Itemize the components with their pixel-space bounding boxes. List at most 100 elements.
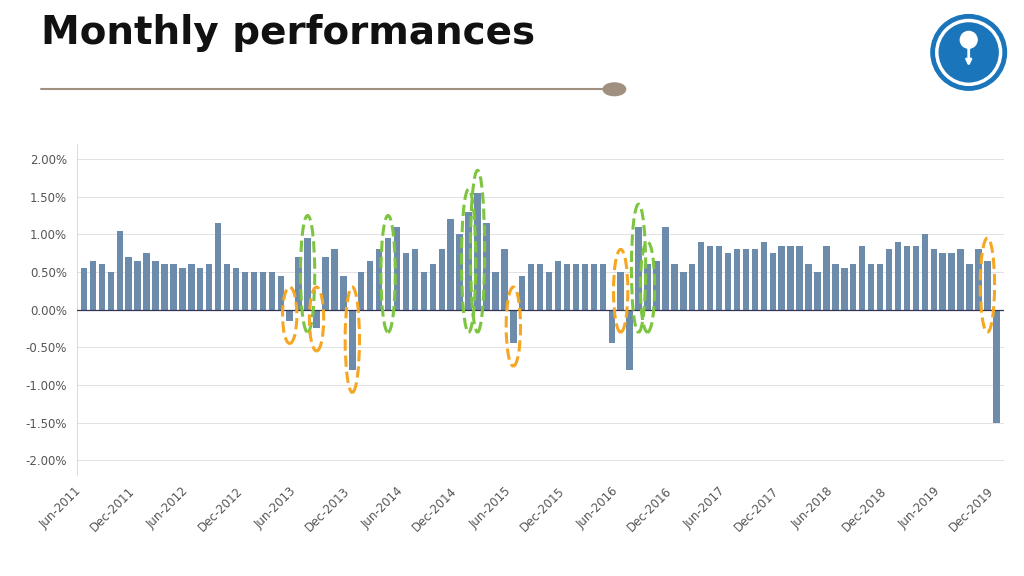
Bar	[984, 261, 990, 310]
Bar	[188, 264, 195, 310]
Bar	[251, 272, 257, 310]
Bar	[725, 253, 731, 310]
Bar	[537, 264, 544, 310]
Bar	[367, 261, 374, 310]
Bar	[126, 257, 132, 310]
Bar	[752, 249, 758, 310]
Bar	[653, 261, 659, 310]
Bar	[376, 249, 382, 310]
Bar	[778, 245, 785, 310]
Bar	[474, 193, 480, 310]
Bar	[608, 310, 615, 343]
Bar	[582, 264, 588, 310]
Bar	[206, 264, 212, 310]
Bar	[572, 264, 580, 310]
Bar	[349, 310, 355, 370]
Bar	[805, 264, 812, 310]
Bar	[564, 264, 570, 310]
Bar	[877, 264, 884, 310]
Bar	[331, 249, 338, 310]
Bar	[483, 223, 489, 310]
Bar	[295, 257, 302, 310]
Bar	[134, 261, 141, 310]
Bar	[510, 310, 516, 343]
Bar	[421, 272, 427, 310]
Bar	[465, 212, 472, 310]
Bar	[242, 272, 248, 310]
Bar	[769, 253, 776, 310]
Bar	[278, 276, 284, 310]
Bar	[287, 310, 293, 321]
Bar	[98, 264, 105, 310]
Bar	[170, 264, 176, 310]
Circle shape	[961, 32, 977, 48]
Circle shape	[603, 83, 626, 96]
Bar	[671, 264, 678, 310]
Bar	[260, 272, 266, 310]
Bar	[81, 268, 87, 310]
Bar	[698, 242, 705, 310]
Bar	[412, 249, 418, 310]
Bar	[833, 264, 839, 310]
Bar	[224, 264, 230, 310]
Bar	[814, 272, 820, 310]
Bar	[546, 272, 552, 310]
Bar	[716, 245, 722, 310]
Bar	[912, 245, 920, 310]
Bar	[197, 268, 204, 310]
Bar	[904, 245, 910, 310]
Bar	[232, 268, 240, 310]
Bar	[304, 238, 311, 310]
Bar	[161, 264, 168, 310]
Bar	[939, 253, 946, 310]
Bar	[734, 249, 740, 310]
Bar	[967, 264, 973, 310]
Bar	[859, 245, 865, 310]
Bar	[957, 249, 964, 310]
Bar	[823, 245, 829, 310]
Bar	[313, 310, 319, 328]
Bar	[895, 242, 901, 310]
Bar	[493, 272, 499, 310]
Bar	[931, 249, 937, 310]
Bar	[850, 264, 856, 310]
Bar	[457, 234, 463, 310]
Bar	[143, 253, 150, 310]
Bar	[519, 276, 525, 310]
Bar	[886, 249, 892, 310]
Bar	[528, 264, 535, 310]
Bar	[689, 264, 695, 310]
Bar	[644, 264, 650, 310]
Bar	[922, 234, 928, 310]
Bar	[680, 272, 686, 310]
Bar	[841, 268, 848, 310]
Bar	[617, 272, 624, 310]
FancyArrowPatch shape	[967, 37, 971, 63]
Bar	[385, 238, 391, 310]
Bar	[179, 268, 185, 310]
Bar	[268, 272, 275, 310]
Bar	[993, 310, 999, 423]
Bar	[153, 261, 159, 310]
Bar	[742, 249, 750, 310]
Bar	[323, 257, 329, 310]
Bar	[975, 249, 982, 310]
Bar	[868, 264, 874, 310]
Bar	[358, 272, 365, 310]
Bar	[600, 264, 606, 310]
Bar	[447, 219, 454, 310]
Bar	[215, 223, 221, 310]
Bar	[430, 264, 436, 310]
Bar	[591, 264, 597, 310]
Text: *Gross of fees | 7 Negative calendar months since inception in May 2011, >90% po: *Gross of fees | 7 Negative calendar mon…	[208, 543, 816, 556]
Bar	[555, 261, 561, 310]
Text: Monthly performances: Monthly performances	[41, 14, 536, 52]
Bar	[438, 249, 445, 310]
Bar	[340, 276, 346, 310]
Bar	[707, 245, 714, 310]
Circle shape	[931, 14, 1007, 90]
Bar	[402, 253, 410, 310]
Bar	[663, 227, 669, 310]
Bar	[117, 230, 123, 310]
Bar	[627, 310, 633, 370]
